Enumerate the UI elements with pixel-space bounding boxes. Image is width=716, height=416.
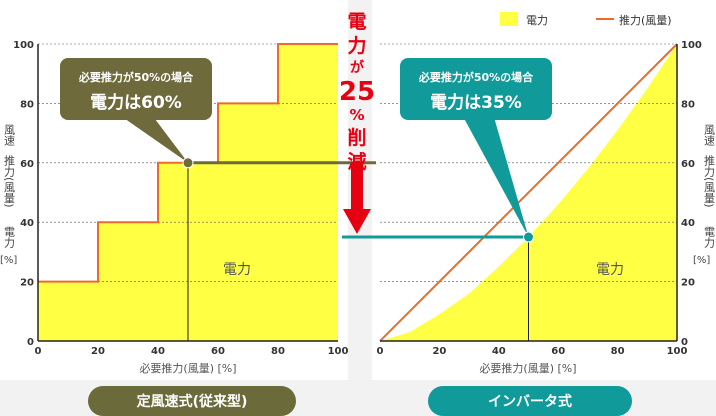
l-y-tick-0: 0 bbox=[27, 337, 34, 348]
right-y-label-wind: 風速 bbox=[703, 124, 716, 146]
r-y-tick-60: 60 bbox=[681, 159, 695, 170]
center-char-saku: 削 bbox=[347, 126, 366, 149]
l-x-tick-40: 40 bbox=[151, 346, 165, 357]
left-area-label: 電力 bbox=[223, 262, 251, 278]
right-area-label: 電力 bbox=[596, 262, 624, 278]
center-char-ryoku: 力 bbox=[347, 34, 366, 57]
right-y-label-thrust: 推力(風量) bbox=[703, 154, 716, 208]
right-callout-line2: 電力は35% bbox=[430, 92, 522, 113]
r-x-tick-20: 20 bbox=[432, 346, 446, 357]
r-x-tick-0: 0 bbox=[377, 346, 384, 357]
right-callout-line1: 必要推力が50%の場合 bbox=[418, 70, 534, 84]
l-y-tick-60: 60 bbox=[20, 159, 34, 170]
right-thrust-line bbox=[379, 43, 678, 342]
left-data-marker bbox=[182, 157, 194, 169]
left-y-label-unit: [%] bbox=[0, 255, 17, 266]
conventional-type-button[interactable]: 定風速式(従来型) bbox=[88, 386, 296, 416]
center-annotation: 電 力 が 25 % 削 減 bbox=[339, 11, 375, 234]
l-x-tick-100: 100 bbox=[328, 346, 349, 357]
right-chart: 0 20 40 60 80 100 0 20 40 60 80 100 必要推力が50%の場合 電力… bbox=[342, 40, 716, 375]
left-chart: 0 20 40 60 80 100 0 20 40 60 80 100 必要推力が50%の場合 電力… bbox=[0, 40, 376, 375]
center-number: 25 bbox=[339, 77, 375, 107]
legend-thrust-label: 推力(風量) bbox=[619, 13, 672, 27]
legend-power-label: 電力 bbox=[526, 14, 548, 27]
inverter-type-button[interactable]: インバータ式 bbox=[428, 386, 632, 416]
center-percent: % bbox=[349, 106, 364, 124]
right-x-axis-label: 必要推力(風量) [%] bbox=[479, 361, 576, 375]
legend-power-swatch bbox=[500, 12, 518, 26]
center-char-ga: が bbox=[350, 59, 365, 76]
l-y-tick-40: 40 bbox=[20, 218, 34, 229]
right-data-marker bbox=[523, 231, 534, 243]
right-callout-box bbox=[400, 58, 552, 120]
left-callout-pointer bbox=[123, 118, 188, 163]
left-x-axis-label: 必要推力(風量) [%] bbox=[139, 361, 236, 375]
l-y-tick-20: 20 bbox=[20, 278, 34, 289]
left-y-label-power: 電力 bbox=[3, 226, 16, 248]
right-callout-pointer bbox=[463, 118, 529, 238]
r-y-tick-0: 0 bbox=[681, 337, 688, 348]
left-callout-line1: 必要推力が50%の場合 bbox=[78, 70, 194, 84]
r-y-tick-40: 40 bbox=[681, 218, 695, 229]
right-y-label-power: 電力 bbox=[703, 226, 716, 248]
l-x-tick-80: 80 bbox=[271, 346, 285, 357]
left-callout-line2: 電力は60% bbox=[90, 92, 182, 113]
r-y-tick-80: 80 bbox=[681, 99, 695, 110]
r-y-tick-100: 100 bbox=[681, 40, 702, 51]
l-x-tick-60: 60 bbox=[211, 346, 225, 357]
right-y-label-unit: [%] bbox=[693, 255, 710, 266]
r-x-tick-40: 40 bbox=[492, 346, 506, 357]
r-x-tick-100: 100 bbox=[667, 346, 688, 357]
left-y-label-wind: 風速 bbox=[3, 124, 16, 146]
r-x-tick-80: 80 bbox=[611, 346, 625, 357]
l-x-tick-20: 20 bbox=[91, 346, 105, 357]
inverter-type-label: インバータ式 bbox=[488, 394, 572, 410]
l-x-tick-0: 0 bbox=[35, 346, 42, 357]
conventional-type-label: 定風速式(従来型) bbox=[136, 394, 248, 410]
left-y-label-thrust: 推力(風量) bbox=[3, 154, 16, 208]
l-y-tick-100: 100 bbox=[13, 40, 34, 51]
l-y-tick-80: 80 bbox=[20, 99, 34, 110]
right-power-area bbox=[380, 44, 677, 341]
center-arrow-shaft bbox=[351, 162, 363, 212]
left-callout-box bbox=[60, 58, 212, 120]
center-char-den: 電 bbox=[347, 11, 366, 33]
r-x-tick-60: 60 bbox=[551, 346, 565, 357]
center-arrow-head bbox=[343, 209, 371, 234]
r-y-tick-20: 20 bbox=[681, 278, 695, 289]
